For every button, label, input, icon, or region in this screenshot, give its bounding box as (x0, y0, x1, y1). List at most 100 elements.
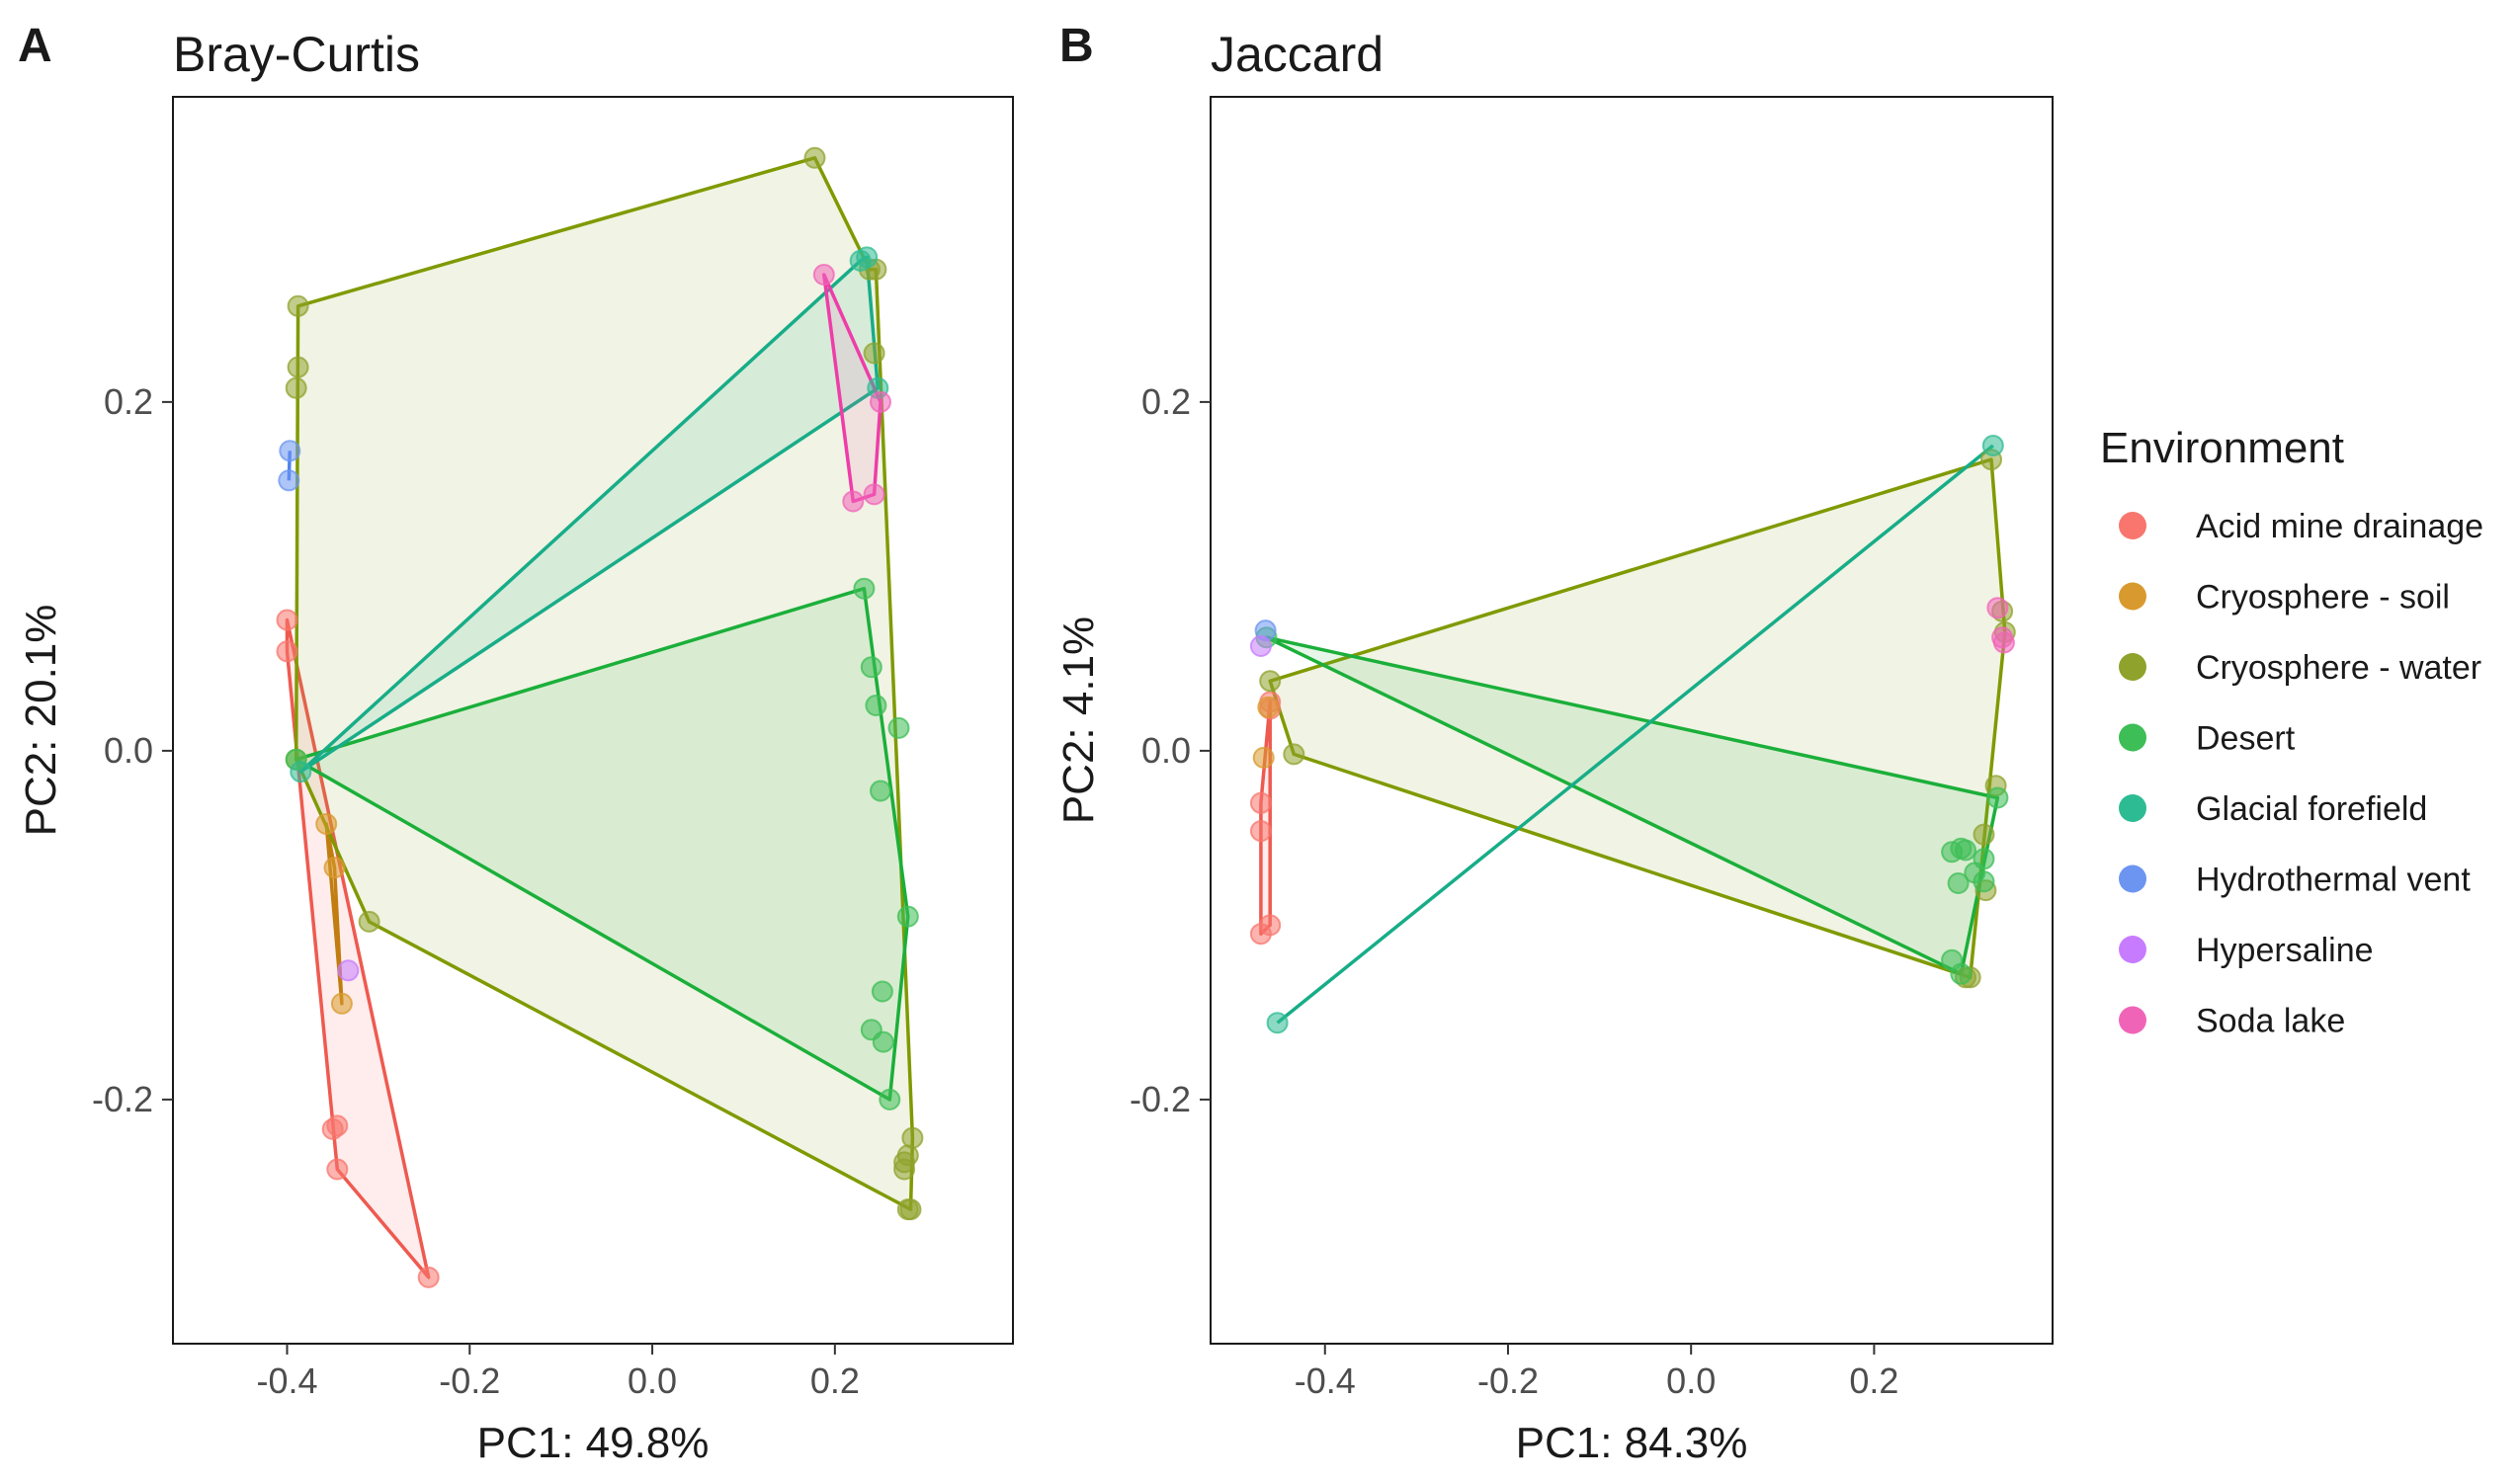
point-cryosphere-water-7-jaccard (1973, 823, 1995, 846)
legend-key-cryosphere-soil (2119, 582, 2146, 611)
legend-label-desert: Desert (2196, 720, 2296, 758)
point-desert-5-bray-curtis (887, 716, 910, 739)
legend-label-cryosphere-soil: Cryosphere - soil (2196, 579, 2450, 617)
point-cryosphere-water-1-jaccard (1259, 670, 1282, 693)
x-axis-bray-curtis: -0.4 -0.2 0.0 0.2 (256, 1344, 860, 1401)
legend-key-hypersaline (2119, 936, 2146, 963)
point-cryosphere-soil-1-jaccard (1252, 746, 1275, 769)
chart-title-jaccard: Jaccard (1211, 27, 1384, 82)
point-layer-bray-curtis (276, 146, 924, 1288)
point-soda-lake-2-bray-curtis (842, 490, 865, 513)
legend-key-soda-lake (2119, 1006, 2146, 1034)
y-tick-label-bray-curtis: 0.0 (104, 730, 153, 771)
legend-key-desert (2119, 723, 2146, 752)
y-tick-label-jaccard: 0.2 (1141, 381, 1191, 422)
panel-jaccard: B Jaccard -0.4 -0.2 0.0 0.2 -0.2 0.0 0.2 PC1:… (1054, 20, 2054, 1467)
x-axis-jaccard: -0.4 -0.2 0.0 0.2 (1295, 1344, 1898, 1401)
x-axis-label-jaccard: PC1: 84.3% (1516, 1419, 1748, 1467)
point-soda-lake-3-bray-curtis (863, 483, 885, 506)
point-cryosphere-water-6-bray-curtis (803, 146, 826, 169)
point-cryosphere-soil-3-bray-curtis (330, 992, 353, 1015)
point-cryosphere-water-2-jaccard (1283, 743, 1305, 766)
point-soda-lake-3-jaccard (1992, 631, 2015, 654)
plot-panel-jaccard (1210, 96, 2054, 1345)
point-desert-7-jaccard (1973, 848, 1995, 870)
point-desert-5-jaccard (1955, 839, 1976, 862)
chart-title-bray-curtis: Bray-Curtis (173, 27, 420, 82)
point-acid-mine-drainage-4-jaccard (1259, 914, 1282, 937)
x-tick-label-jaccard: 0.0 (1666, 1360, 1716, 1401)
point-acid-mine-drainage-2-jaccard (1249, 820, 1272, 843)
x-tick-label-bray-curtis: 0.0 (628, 1360, 677, 1401)
panel-label-b: B (1059, 20, 1094, 72)
legend-key-glacial-forefield (2119, 794, 2146, 822)
point-desert-9-jaccard (1947, 872, 1970, 894)
point-cryosphere-water-9-bray-curtis (863, 342, 885, 365)
point-cryosphere-water-2-bray-curtis (287, 356, 309, 378)
point-cryosphere-water-15-bray-curtis (896, 1198, 919, 1221)
y-tick-label-jaccard: -0.2 (1130, 1079, 1191, 1119)
y-tick-label-jaccard: 0.0 (1141, 730, 1191, 771)
point-cryosphere-soil-1-bray-curtis (315, 813, 338, 835)
point-acid-mine-drainage-1-jaccard (1249, 791, 1272, 814)
point-glacial-forefield-1-bray-curtis (290, 761, 312, 783)
point-desert-8-jaccard (1973, 870, 1995, 893)
point-desert-6-bray-curtis (870, 780, 891, 802)
point-cryosphere-soil-2-jaccard (1257, 696, 1280, 718)
legend-key-hydrothermal-vent (2119, 864, 2146, 893)
legend-items: Acid mine drainage Cryosphere - soil Cryos… (2119, 508, 2483, 1040)
point-acid-mine-drainage-4-bray-curtis (326, 1114, 349, 1137)
x-tick-label-bray-curtis: -0.2 (439, 1360, 500, 1401)
x-tick-label-jaccard: -0.2 (1477, 1360, 1539, 1401)
legend-label-hypersaline: Hypersaline (2196, 932, 2374, 969)
point-acid-mine-drainage-6-bray-curtis (417, 1266, 440, 1288)
legend-label-cryosphere-water: Cryosphere - water (2196, 649, 2481, 687)
hull-layer-bray-curtis (285, 156, 915, 1279)
point-glacial-forefield-2-jaccard (1266, 1012, 1289, 1034)
point-hypersaline-1-jaccard (1249, 635, 1272, 657)
x-tick-label-jaccard: 0.2 (1849, 1360, 1898, 1401)
hull-cryosphere-soil-bray-curtis (324, 822, 344, 1006)
point-desert-4-bray-curtis (865, 695, 887, 716)
y-axis-label-jaccard: PC2: 4.1% (1054, 617, 1103, 824)
point-desert-10-bray-curtis (872, 1030, 894, 1053)
point-soda-lake-1-bray-curtis (812, 264, 835, 286)
point-desert-3-bray-curtis (860, 656, 882, 679)
x-axis-label-bray-curtis: PC1: 49.8% (477, 1419, 710, 1467)
plot-panel-bray-curtis (172, 96, 1014, 1345)
y-tick-label-bray-curtis: -0.2 (92, 1079, 153, 1119)
y-tick-label-bray-curtis: 0.2 (104, 381, 153, 422)
x-tick-label-bray-curtis: -0.4 (256, 1360, 317, 1401)
legend-label-acid-mine-drainage: Acid mine drainage (2196, 508, 2483, 545)
point-desert-7-bray-curtis (896, 905, 919, 928)
point-soda-lake-4-bray-curtis (870, 390, 891, 413)
point-glacial-forefield-3-bray-curtis (856, 246, 879, 269)
point-desert-11-bray-curtis (879, 1088, 901, 1111)
point-desert-8-bray-curtis (871, 980, 893, 1003)
y-axis-jaccard: -0.2 0.0 0.2 (1130, 381, 1211, 1119)
point-desert-11-jaccard (1950, 962, 1973, 985)
point-soda-lake-1-jaccard (1986, 597, 2009, 619)
point-cryosphere-water-13-bray-curtis (893, 1151, 916, 1174)
point-cryosphere-soil-2-bray-curtis (323, 857, 346, 879)
legend-label-soda-lake: Soda lake (2196, 1003, 2345, 1040)
legend-key-cryosphere-water (2119, 653, 2146, 681)
hull-glacial-forefield-jaccard (1276, 444, 1994, 1025)
point-desert-2-jaccard (1986, 786, 2009, 809)
legend-label-hydrothermal-vent: Hydrothermal vent (2196, 862, 2471, 899)
point-desert-2-bray-curtis (853, 577, 876, 600)
point-glacial-forefield-1-jaccard (1981, 435, 2004, 456)
legend-title: Environment (2100, 424, 2344, 472)
point-acid-mine-drainage-2-bray-curtis (276, 640, 298, 663)
point-cryosphere-water-3-bray-curtis (285, 376, 307, 399)
y-axis-label-bray-curtis: PC2: 20.1% (17, 605, 65, 837)
legend: Environment Acid mine drainage Cryosphere… (2100, 424, 2483, 1040)
point-cryosphere-water-1-bray-curtis (287, 294, 309, 317)
hull-layer-jaccard (1259, 444, 2007, 1025)
point-acid-mine-drainage-1-bray-curtis (276, 609, 298, 631)
x-tick-label-jaccard: -0.4 (1295, 1360, 1356, 1401)
legend-label-glacial-forefield: Glacial forefield (2196, 790, 2427, 828)
panel-bray-curtis: A Bray-Curtis -0.4 -0.2 0.0 0.2 -0.20.00.2 … (17, 20, 1014, 1467)
y-axis-bray-curtis: -0.2 0.0 0.2 (92, 381, 173, 1119)
